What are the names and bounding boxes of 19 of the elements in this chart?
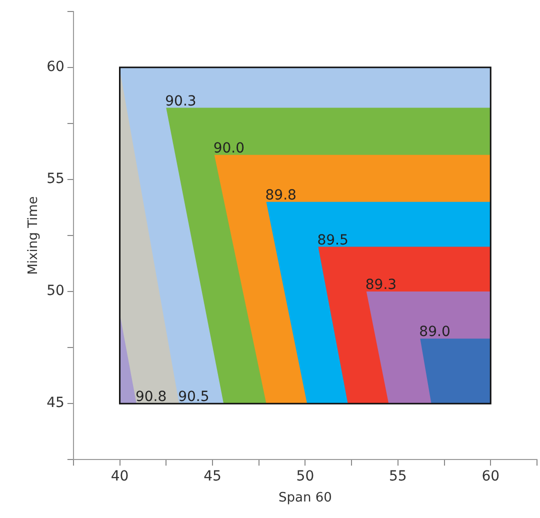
- x-tick-label: 40: [110, 468, 129, 485]
- y-tick-label: 60: [46, 59, 64, 76]
- x-tick-label: 55: [389, 468, 407, 485]
- x-tick-label: 45: [204, 468, 222, 485]
- series-label: 90.5: [178, 389, 210, 406]
- y-tick-label: 50: [46, 283, 64, 300]
- series-label: 90.0: [213, 140, 245, 156]
- y-axis-title: Mixing Time: [26, 196, 42, 275]
- y-tick-label: 45: [46, 395, 64, 412]
- x-axis-title: Span 60: [278, 490, 332, 506]
- series-label: 89.5: [317, 232, 348, 248]
- x-tick-label: 60: [482, 468, 500, 485]
- x-tick-label: 50: [296, 468, 314, 485]
- y-tick-label: 55: [46, 171, 64, 188]
- series-label: 90.3: [165, 93, 196, 110]
- series-label: 89.8: [265, 188, 296, 204]
- series-label: 89.0: [419, 324, 450, 340]
- series-label: 90.8: [135, 389, 167, 406]
- series-label: 89.3: [365, 277, 397, 294]
